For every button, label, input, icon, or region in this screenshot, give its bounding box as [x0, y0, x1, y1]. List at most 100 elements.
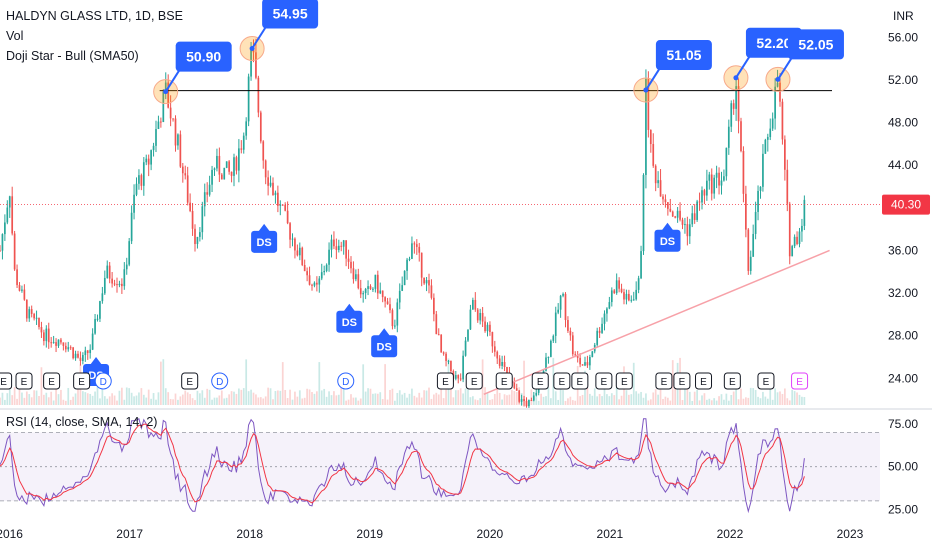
candle-body [413, 243, 416, 245]
candle-body [298, 247, 301, 256]
volume-bar [725, 393, 728, 405]
time-tick-label: 2023 [837, 527, 864, 541]
earnings-marker [757, 372, 775, 390]
pattern-label: DS [377, 341, 392, 353]
candle-body [160, 121, 162, 123]
candle-body [530, 400, 533, 402]
volume-bar [108, 396, 111, 405]
candle-body [506, 366, 508, 373]
candle-body [18, 285, 21, 291]
volume-bar [550, 398, 552, 405]
earnings-marker [43, 372, 61, 390]
volume-bar [118, 390, 121, 405]
volume-bar [781, 393, 784, 405]
candle-body [91, 333, 94, 350]
volume-bar [445, 389, 447, 405]
candle-body [703, 190, 706, 196]
candle-body [62, 342, 65, 346]
volume-bar [189, 394, 191, 405]
volume-bar [357, 400, 360, 405]
volume-bar [423, 390, 425, 405]
candle-body [376, 274, 379, 294]
volume-bar [691, 400, 694, 405]
volume-bar [152, 393, 155, 405]
candle-body [203, 192, 206, 207]
symbol-title[interactable]: HALDYN GLASS LTD, 1D, BSE [6, 9, 183, 23]
candle-body [754, 211, 757, 234]
candle-body [501, 362, 503, 366]
earnings-marker [0, 372, 13, 390]
volume-bar [435, 392, 438, 405]
volume-bar [284, 389, 287, 405]
candle-body [186, 175, 189, 203]
volume-bar [301, 398, 304, 405]
volume-bar [394, 400, 396, 405]
candle-body [535, 392, 538, 396]
candle-body [238, 148, 240, 171]
volume-bar [316, 391, 318, 405]
rsi-label[interactable]: RSI (14, close, SMA, 14, 2) [6, 415, 158, 429]
volume-bar [211, 399, 213, 405]
candle-body [581, 364, 584, 366]
volume-bar [574, 400, 577, 405]
candle-body [469, 309, 472, 330]
candle-body [708, 174, 711, 181]
volume-bar [674, 387, 677, 405]
earnings-label: E [679, 377, 686, 388]
volume-bar [476, 400, 479, 405]
volume-bar [150, 398, 152, 405]
indicator-label[interactable]: Doji Star - Bull (SMA50) [6, 49, 139, 63]
candle-body [121, 283, 123, 287]
time-tick-label: 2020 [476, 527, 503, 541]
candle-body [742, 151, 745, 194]
candle-body [659, 180, 662, 197]
candle-body [72, 347, 74, 359]
volume-bar [645, 393, 647, 405]
volume-bar [464, 388, 467, 405]
volume-bar [181, 394, 184, 405]
candle-body [671, 211, 674, 217]
volume-bar [47, 397, 50, 405]
volume-bar [640, 391, 642, 405]
candle-body [428, 280, 430, 286]
candle-body [106, 265, 109, 278]
volume-bar [418, 392, 421, 405]
candle-body [408, 258, 411, 260]
earnings-marker [655, 372, 673, 390]
candle-body [715, 172, 718, 178]
candle-body [172, 118, 174, 120]
volume-bar [18, 388, 21, 405]
volume-bar [72, 396, 74, 405]
candle-body [174, 118, 177, 146]
candle-body [274, 192, 277, 196]
volume-bar [289, 389, 291, 405]
candle-body [669, 208, 672, 212]
candle-body [350, 261, 352, 269]
volume-bar [754, 390, 757, 405]
volume-bar [191, 398, 194, 405]
candle-body [554, 312, 557, 336]
time-tick-label: 2018 [236, 527, 263, 541]
candle-body [723, 176, 725, 181]
volume-bar [535, 397, 538, 405]
pattern-arrow [258, 223, 271, 232]
volume-label[interactable]: Vol [6, 29, 24, 43]
dividend-label: D [216, 377, 223, 388]
callout-label: 50.90 [186, 49, 221, 65]
candle-body [335, 246, 338, 250]
candle-body [442, 352, 445, 354]
candle-body [450, 360, 452, 372]
candle-body [525, 401, 528, 407]
candle-body [28, 309, 31, 319]
candle-body [628, 293, 630, 301]
candle-body [435, 314, 438, 335]
candle-body [747, 229, 750, 271]
candle-body [216, 155, 218, 169]
volume-bar [345, 400, 347, 405]
callout-anchor [775, 76, 781, 82]
candle-body [116, 284, 118, 286]
candle-body [749, 256, 752, 271]
volume-bar [498, 392, 501, 405]
volume-bar [771, 399, 774, 405]
